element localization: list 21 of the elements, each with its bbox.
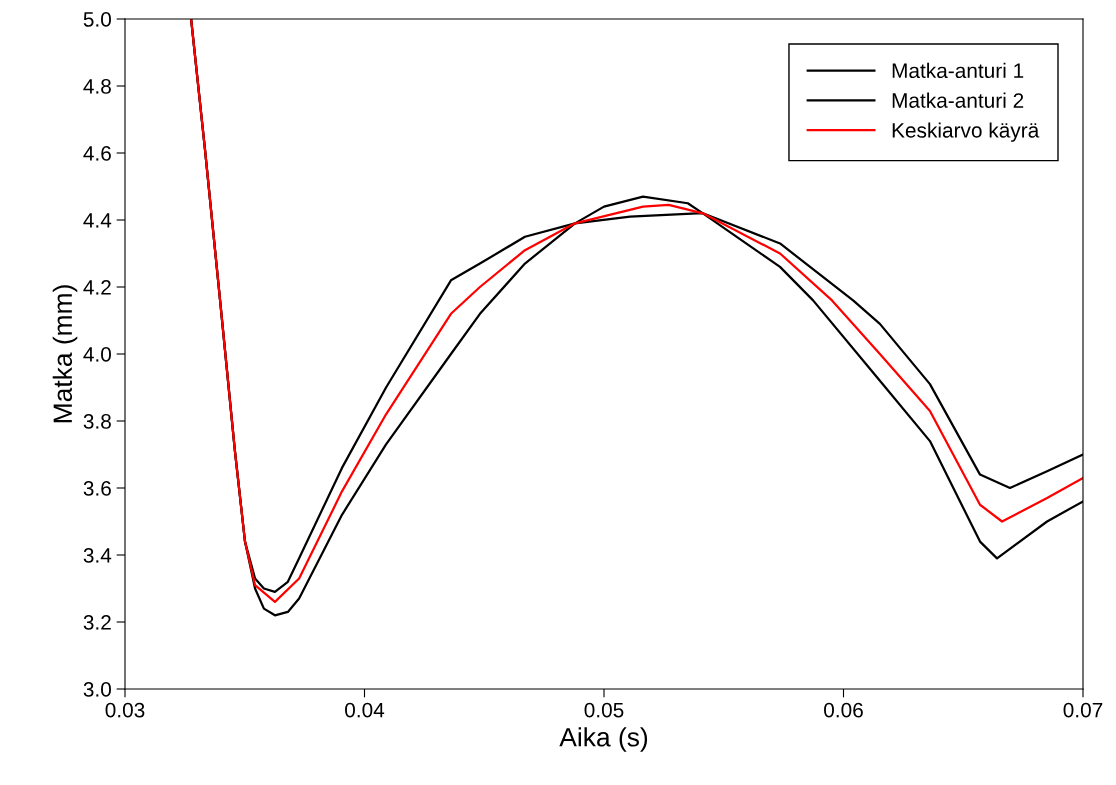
- y-tick-label: 4.4: [83, 213, 112, 228]
- y-tick-label: 4.2: [83, 280, 111, 295]
- x-tick-label: 0.05: [584, 702, 624, 718]
- y-tick-label: 4.8: [83, 79, 111, 94]
- x-tick-label: 0.04: [345, 702, 385, 718]
- y-tick-label: 3.4: [83, 548, 112, 563]
- y-tick-label: 4.6: [83, 146, 111, 161]
- x-axis-title: Aika (s): [559, 727, 648, 752]
- x-tick-label: 0.03: [105, 702, 145, 718]
- x-tick-label: 0.07: [1063, 702, 1103, 718]
- y-tick-label: 3.8: [83, 414, 111, 429]
- y-tick-label: 5.0: [83, 12, 111, 27]
- y-axis-title: Matka (mm): [52, 285, 78, 423]
- legend-label: Keskiarvo käyrä: [892, 122, 1040, 142]
- y-tick-label: 3.0: [83, 682, 111, 697]
- legend-label: Matka-anturi 1: [892, 62, 1024, 79]
- y-tick-label: 3.6: [83, 481, 111, 496]
- y-tick-label: 4.0: [83, 347, 111, 362]
- y-tick-label: 3.2: [83, 615, 111, 630]
- x-tick-label: 0.06: [824, 702, 863, 718]
- legend-label: Matka-anturi 2: [892, 92, 1024, 108]
